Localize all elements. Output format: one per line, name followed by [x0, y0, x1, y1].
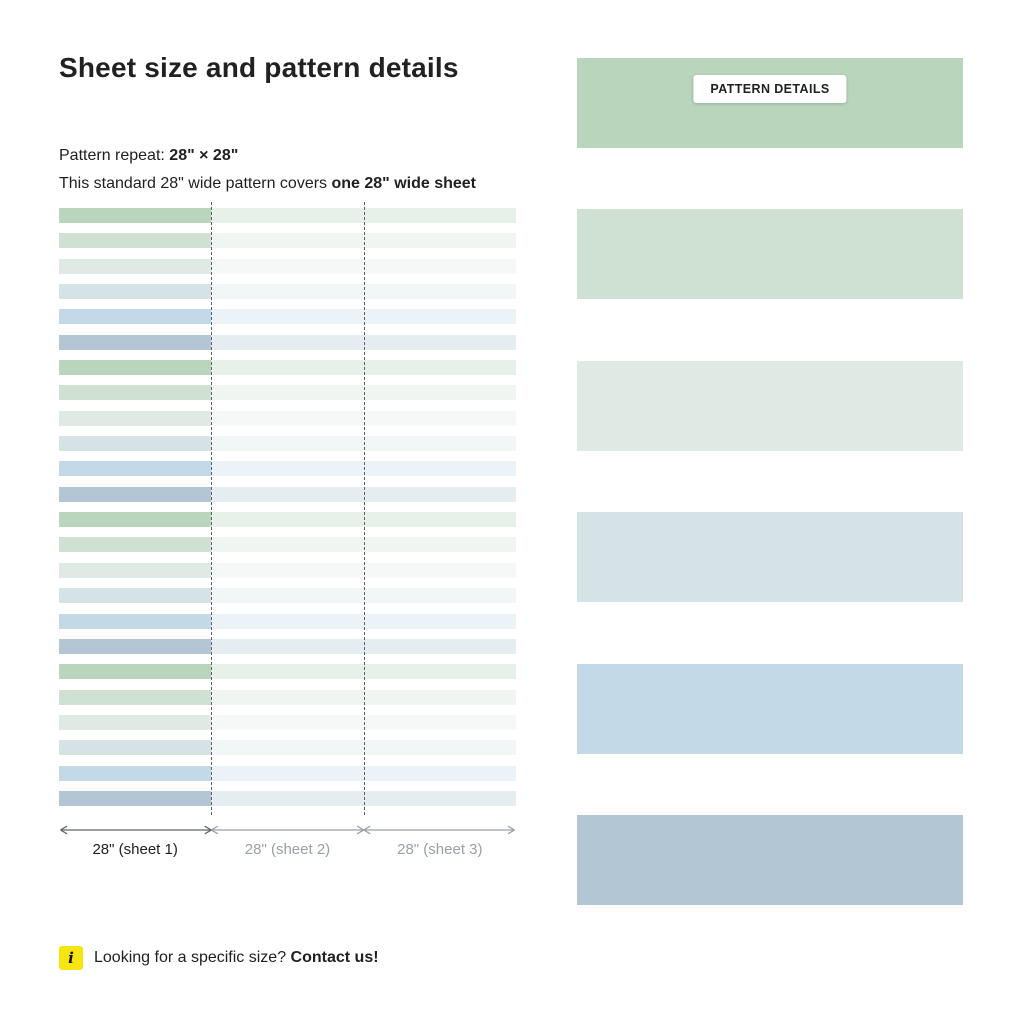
color-swatch-5 [577, 663, 963, 754]
pattern-stripe [59, 436, 516, 452]
coverage-bold-text: one 28" wide sheet [331, 175, 477, 192]
pattern-diagram [59, 202, 516, 815]
pattern-stripe [59, 284, 516, 300]
pattern-stripe [59, 486, 516, 502]
sheet-labels: 28" (sheet 1) 28" (sheet 2) 28" (sheet 3… [59, 840, 516, 859]
color-swatch-2 [577, 209, 963, 300]
pattern-stripe [59, 360, 516, 376]
pattern-stripe [59, 309, 516, 325]
color-swatch-4 [577, 512, 963, 603]
footer-note: i Looking for a specific size? Contact u… [59, 946, 379, 970]
page-title: Sheet size and pattern details [59, 52, 459, 83]
sheet-divider-line-1 [211, 202, 213, 815]
coverage-line: This standard 28" wide pattern covers on… [59, 173, 476, 194]
pattern-stripe [59, 790, 516, 806]
pattern-stripe [59, 613, 516, 629]
pattern-stripe [59, 208, 516, 223]
pattern-stripe [59, 562, 516, 578]
pattern-stripe [59, 233, 516, 249]
pattern-stripes [59, 208, 516, 806]
pattern-stripe [59, 258, 516, 274]
footer-text: Looking for a specific size? Contact us! [94, 946, 379, 970]
pattern-stripe [59, 385, 516, 401]
pattern-stripe [59, 512, 516, 528]
sheet-divider-line-2 [363, 202, 365, 815]
contact-us-link[interactable]: Contact us! [290, 949, 379, 966]
sheet-2-label: 28" (sheet 2) [244, 841, 331, 858]
sheet-2-arrow [210, 825, 365, 835]
color-swatch-6 [577, 814, 963, 905]
sheet-3-label: 28" (sheet 3) [397, 841, 483, 858]
coverage-text: This standard 28" wide pattern covers [59, 175, 332, 192]
pattern-stripe [59, 410, 516, 426]
pattern-stripe [59, 638, 516, 654]
dimension-arrows [60, 825, 515, 835]
pattern-repeat-line: Pattern repeat: 28" × 28" [59, 145, 238, 166]
pattern-stripe [59, 537, 516, 553]
info-icon: i [59, 946, 83, 970]
pattern-repeat-label: Pattern repeat: [59, 147, 170, 164]
pattern-details-badge: PATTERN DETAILS [693, 75, 847, 103]
pattern-stripe [59, 765, 516, 781]
sheet-1-arrow [60, 825, 212, 835]
pattern-stripe [59, 714, 516, 730]
sheet-3-arrow [363, 825, 515, 835]
color-swatch-3 [577, 360, 963, 451]
color-swatch-1 [577, 58, 963, 148]
pattern-stripe [59, 588, 516, 604]
pattern-stripe [59, 664, 516, 680]
pattern-repeat-value: 28" × 28" [169, 147, 239, 164]
pattern-stripe [59, 689, 516, 705]
pattern-stripe [59, 334, 516, 350]
footer-question: Looking for a specific size? [94, 949, 291, 966]
info-icon-glyph: i [68, 949, 74, 967]
swatch-column: PATTERN DETAILS [577, 58, 963, 905]
pattern-stripe [59, 461, 516, 477]
pattern-stripe [59, 740, 516, 756]
sheet-1-label: 28" (sheet 1) [92, 841, 178, 858]
